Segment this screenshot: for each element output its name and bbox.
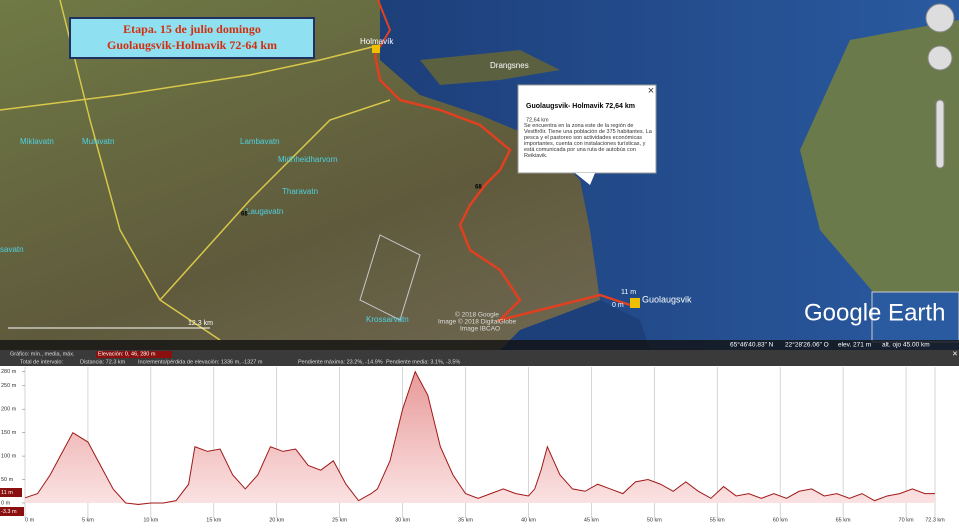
pin-label: 0 m [612, 302, 624, 309]
pin[interactable] [372, 45, 380, 53]
x-tick-label: 60 km [773, 517, 788, 523]
totals-text: Total de intervalo: [20, 359, 64, 365]
marker-box [0, 507, 24, 516]
popup-body: Se encuentra en la zona este de la regió… [524, 123, 652, 159]
place: Drangsnes [490, 61, 529, 70]
totals-text: Distancia: 72.3 km [80, 359, 126, 365]
elevation-line [24, 370, 935, 506]
place: Miklavatn [20, 137, 54, 146]
status-text: 22°28'26.06" O [785, 341, 829, 349]
header-text: Elevación: 0, 46, 280 m [98, 351, 156, 357]
brand: Google Earth [804, 299, 945, 326]
popup-tail [575, 173, 595, 185]
status-bar [0, 340, 959, 350]
place: Laugavatn [246, 207, 283, 216]
x-tick-label: 25 km [332, 517, 347, 523]
y-tick-label: 100 m [1, 454, 17, 460]
copyright: © 2018 Google [455, 311, 499, 319]
y-tick-label: 50 m [1, 477, 14, 483]
popup-close[interactable]: × [648, 85, 654, 97]
y-tick-label: 200 m [1, 407, 17, 413]
pin[interactable] [630, 298, 640, 308]
x-tick-label: 15 km [206, 517, 221, 523]
x-tick-label: 0 m [25, 517, 35, 523]
place: Holmavík [360, 37, 394, 46]
x-tick-label: 30 km [395, 517, 410, 523]
zoom-slider[interactable] [935, 99, 945, 169]
overview-map[interactable] [871, 291, 959, 343]
marker-label: 11 m [1, 490, 13, 496]
place: Guolaugsvik [642, 294, 692, 304]
title: Etapa. 15 de julio domingo [123, 22, 261, 36]
x-tick-label: 20 km [269, 517, 284, 523]
route [373, 54, 631, 323]
place: Tharavatn [282, 187, 318, 196]
road [159, 99, 391, 301]
fjord [500, 300, 650, 350]
x-tick-label: 10 km [143, 517, 158, 523]
totals-text: Pendiente máxima: 23.2%, -14.9% [298, 359, 383, 365]
title: Guolaugsvik-Holmavik 72-64 km [107, 38, 277, 52]
compass[interactable] [925, 3, 955, 33]
title-box [69, 17, 315, 59]
place: Midhheidharvorn [278, 155, 338, 164]
header-text: Gráfico: mín., media, máx. [10, 351, 75, 357]
status-text: elev. 271 m [838, 342, 871, 349]
x-tick-label: 45 km [584, 517, 599, 523]
x-tick-label: 50 km [647, 517, 662, 523]
road [59, 0, 221, 341]
y-tick-label: 280 m [1, 369, 17, 375]
x-tick-label: 5 km [82, 517, 94, 523]
boundary [359, 234, 421, 321]
popup-distance: 72,64 km [526, 117, 549, 123]
place: savatn [0, 245, 24, 254]
copyright: Image © 2018 DigitalGlobe [438, 318, 517, 326]
x-tick-label: 35 km [458, 517, 473, 523]
road [0, 44, 381, 111]
scale: 12.3 km [188, 320, 213, 327]
place: Krossarvatn [366, 315, 409, 324]
profile-header [0, 350, 959, 366]
y-tick-label: 0 m [1, 500, 11, 506]
elev-highlight [96, 351, 172, 358]
y-tick-label: 250 m [1, 383, 17, 389]
marker-label: -3.3 m [1, 509, 17, 515]
place: Lambavatn [240, 137, 280, 146]
x-tick-label: 72.3 km [925, 517, 945, 523]
pin-label: 11 m [621, 289, 636, 296]
status-text: 65°46'40.83" N [730, 341, 774, 349]
map[interactable] [0, 0, 959, 350]
y-tick-label: 150 m [1, 430, 17, 436]
road-label: 68 [241, 212, 248, 218]
x-tick-label: 55 km [710, 517, 725, 523]
totals-text: Pendiente media: 3.1%, -3.5% [386, 359, 460, 365]
panel-close[interactable]: × [952, 348, 957, 358]
copyright: Image IBCAO [460, 326, 500, 333]
totals-text: Incremento/pérdida de elevación: 1336 m,… [138, 359, 263, 365]
popup-title: Guolaugsvik- Holmavik 72,64 km [526, 103, 635, 110]
peninsula [800, 20, 959, 300]
marker-box [0, 488, 22, 497]
x-tick-label: 70 km [899, 517, 914, 523]
popup-text: Se encuentra en la zona este de la regió… [524, 123, 652, 159]
island [420, 50, 560, 85]
popup [517, 84, 657, 174]
pan-control[interactable] [927, 45, 953, 71]
status-text: alt. ojo 45.00 km [882, 342, 930, 349]
road-label: 68 [475, 185, 482, 191]
x-tick-label: 65 km [836, 517, 851, 523]
x-tick-label: 40 km [521, 517, 536, 523]
place: Mulavatn [82, 137, 114, 146]
